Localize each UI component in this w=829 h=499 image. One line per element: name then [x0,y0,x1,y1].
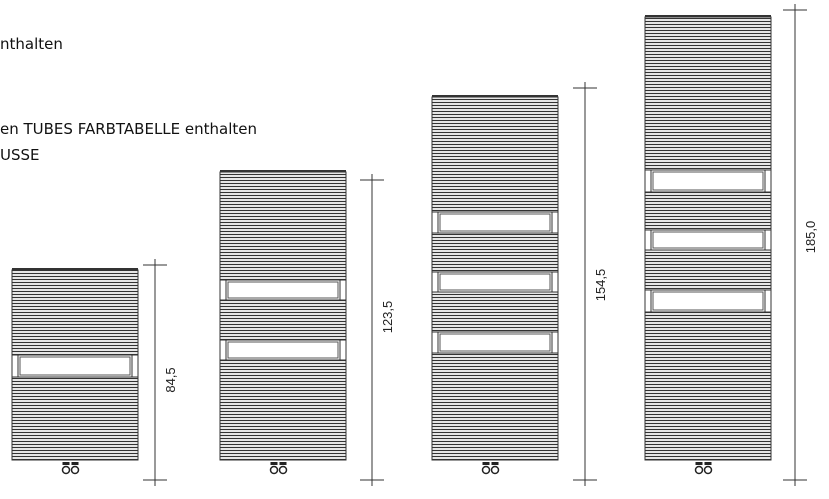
radiator-cap [432,95,558,97]
radiator-opening [227,281,339,299]
radiator-cap [12,268,138,270]
dimension-label: 84,5 [163,367,178,392]
valve [61,465,71,475]
radiator-post [644,289,652,313]
radiator-bars [431,291,559,333]
valve [269,465,279,475]
radiator-post [764,229,772,251]
radiator-post [644,169,652,193]
valve-top [62,462,70,465]
note: en TUBES FARBTABELLE enthalten [0,120,257,138]
valve [490,465,500,475]
radiator-opening [652,231,764,249]
radiator-post [551,271,559,293]
valve [703,465,713,475]
radiator-post [551,211,559,234]
radiator-post [131,354,139,378]
radiator-bars [11,269,139,356]
radiator-bars [431,232,559,273]
radiator-bars [431,96,559,213]
radiator-post [551,331,559,354]
radiator-post [764,289,772,313]
dimension-label: 185,0 [803,221,818,254]
radiator-bars [219,359,347,461]
radiator-opening [652,291,764,311]
radiator-opening [652,171,764,191]
valve [694,465,704,475]
radiator-post [339,339,347,361]
valve-top [482,462,490,465]
radiator-opening [439,273,551,291]
radiator-post [431,211,439,234]
radiator-bars [219,299,347,341]
note: nthalten [0,35,63,53]
radiator-post [11,354,19,378]
dimension-label: 123,5 [380,301,395,334]
radiator-post [431,271,439,293]
radiator-opening [439,333,551,352]
radiator-post [644,229,652,251]
radiator-bars [219,171,347,281]
radiator-bars [644,16,772,171]
radiator-post [339,279,347,301]
valve-top [270,462,278,465]
radiator-opening [227,341,339,359]
valve [481,465,491,475]
valve [278,465,288,475]
radiator-cap [220,170,346,172]
radiator-post [431,331,439,354]
valve-top [695,462,703,465]
dimension-label: 154,5 [593,269,608,302]
valve-top [279,462,287,465]
radiator-post [764,169,772,193]
radiator-bars [431,352,559,461]
radiator-post [219,279,227,301]
radiator-cap [645,15,771,17]
radiator-bars [11,376,139,461]
valve-top [491,462,499,465]
radiator-post [219,339,227,361]
note: USSE [0,146,40,164]
radiator-bars [644,249,772,291]
valve-top [71,462,79,465]
valve-top [704,462,712,465]
radiator-bars [644,311,772,461]
radiator-opening [19,356,131,376]
radiator-bars [644,191,772,231]
valve [70,465,80,475]
radiator-opening [439,213,551,232]
